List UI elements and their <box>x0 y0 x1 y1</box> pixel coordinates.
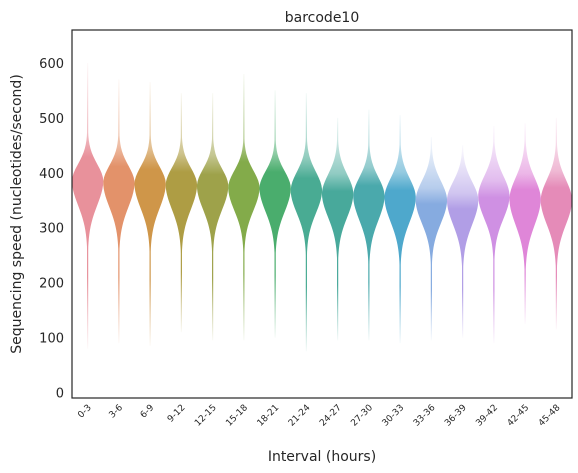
violin-15-18 <box>228 73 260 341</box>
violin-36-39 <box>446 145 479 338</box>
violin-9-12 <box>165 93 198 333</box>
y-tick-label: 600 <box>39 57 64 72</box>
y-tick-label: 0 <box>56 387 64 402</box>
x-tick-label: 9-12 <box>166 403 188 425</box>
violin-27-30 <box>353 109 385 341</box>
y-tick-label: 100 <box>39 332 64 347</box>
y-axis-label: Sequencing speed (nucleotides/second) <box>9 74 25 354</box>
x-tick-label: 3-6 <box>108 403 126 421</box>
x-tick-label: 27-30 <box>349 403 375 429</box>
y-tick-label: 400 <box>39 167 64 182</box>
y-axis: 0 100 200 300 400 500 600 <box>39 57 64 402</box>
y-tick-label: 300 <box>39 222 64 237</box>
plot-frame <box>71 29 573 399</box>
violin-0-3 <box>71 62 104 349</box>
violin-45-48 <box>540 117 573 330</box>
violin-6-9 <box>134 82 166 346</box>
violin-24-27 <box>321 117 354 341</box>
x-tick-label: 15-18 <box>224 403 250 429</box>
violin-33-36 <box>415 137 448 341</box>
x-tick-label: 21-24 <box>287 403 313 429</box>
y-tick-label: 500 <box>39 112 64 127</box>
x-tick-label: 33-36 <box>412 403 438 429</box>
x-tick-label: 24-27 <box>318 403 344 429</box>
x-tick-label: 42-45 <box>506 403 532 429</box>
violin-18-21 <box>259 90 291 338</box>
violin-21-24 <box>290 93 323 352</box>
violin-30-33 <box>384 115 416 344</box>
x-tick-label: 6-9 <box>139 403 157 421</box>
y-tick-label: 200 <box>39 277 64 292</box>
x-axis-label: Interval (hours) <box>268 449 376 465</box>
x-tick-label: 39-42 <box>474 403 500 429</box>
x-tick-label: 12-15 <box>193 403 219 429</box>
x-tick-label: 30-33 <box>381 403 407 429</box>
violin-39-42 <box>478 126 510 344</box>
x-tick-label: 0-3 <box>76 403 93 420</box>
x-tick-label: 36-39 <box>443 403 469 429</box>
violins-group <box>71 62 573 352</box>
violin-3-6 <box>103 79 135 344</box>
violin-12-15 <box>196 93 229 341</box>
chart-title: barcode10 <box>285 10 360 26</box>
x-tick-label: 45-48 <box>537 403 563 429</box>
x-axis: 0-3 3-6 6-9 9-12 12-15 15-18 18-21 21-24 24-27 27… <box>76 403 562 429</box>
violin-42-45 <box>509 123 541 324</box>
x-tick-label: 18-21 <box>256 403 282 429</box>
